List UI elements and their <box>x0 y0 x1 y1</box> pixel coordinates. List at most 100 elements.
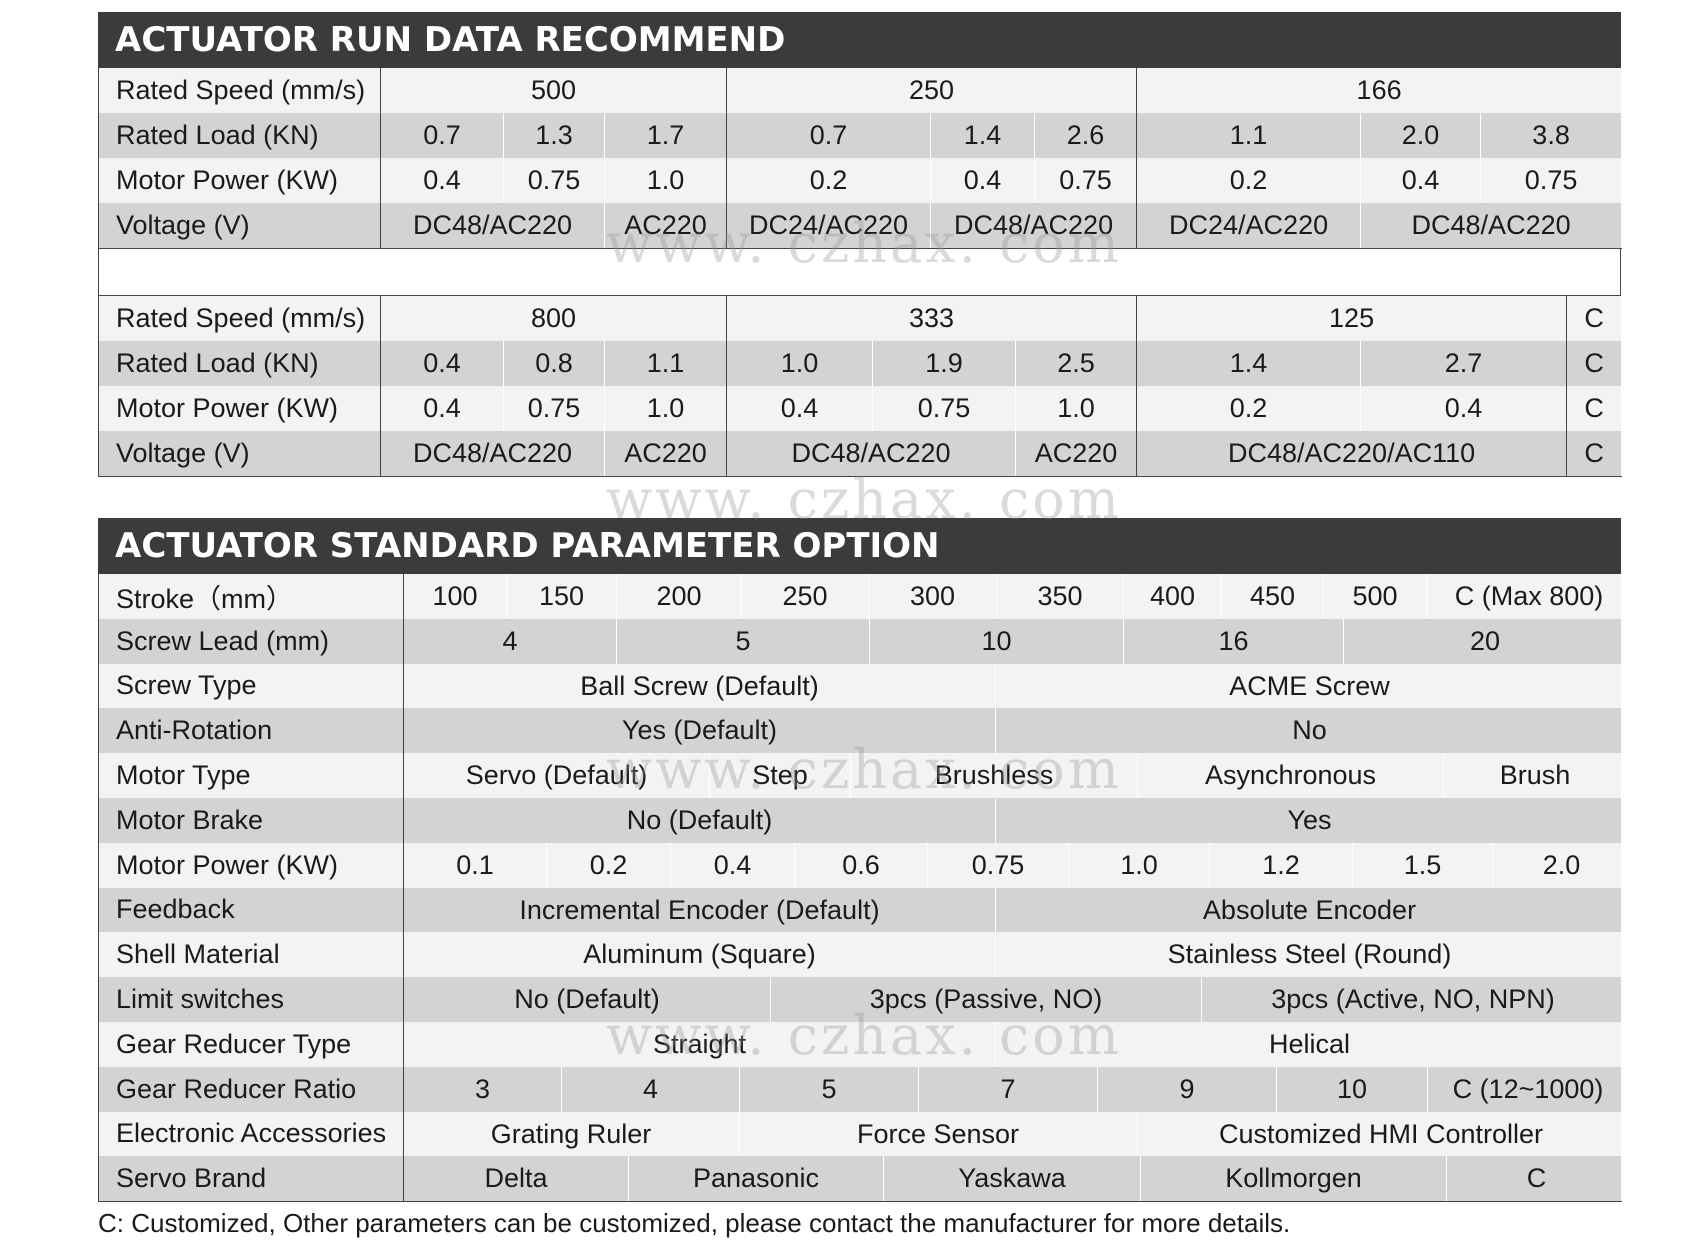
value-cell: Grating Ruler <box>404 1111 739 1157</box>
value-group: Incremental Encoder (Default) Absolute En… <box>403 887 1622 933</box>
value-group: Aluminum (Square) Stainless Steel (Round) <box>403 932 1622 978</box>
row-label: Servo Brand <box>98 1156 404 1203</box>
value-cell: 16 <box>1124 618 1344 664</box>
load-cell: C <box>1566 341 1623 386</box>
footnote: C: Customized, Other parameters can be c… <box>98 1208 1291 1238</box>
value-cell: 0.4 <box>671 842 795 888</box>
power-cell: 0.75 <box>1480 158 1623 203</box>
voltage-cell: AC220 <box>604 431 728 477</box>
value-group: Ball Screw (Default) ACME Screw <box>403 663 1622 709</box>
value-cell: Step <box>710 753 851 798</box>
voltage-cell: DC24/AC220 <box>726 203 932 249</box>
table-row: Motor Type Servo (Default) Step Brushless As… <box>98 753 1622 798</box>
run-data-table-1: Rated Speed (mm/s) 500 250 166 Rated Loa… <box>98 68 1623 249</box>
value-cell: 3 <box>404 1066 562 1112</box>
value-cell: 350 <box>997 574 1124 619</box>
row-label: Rated Speed (mm/s) <box>98 68 381 113</box>
table-row: Rated Load (KN) 0.4 0.8 1.1 1.0 1.9 2.5 … <box>98 341 1623 386</box>
load-cell: 1.4 <box>930 113 1036 158</box>
load-cell: 1.7 <box>604 113 728 158</box>
table-row: Motor Power (KW) 0.1 0.2 0.4 0.6 0.75 1.0 1.2 1.… <box>98 842 1622 888</box>
row-label: Rated Speed (mm/s) <box>98 296 381 341</box>
value-group: Grating Ruler Force Sensor Customized HMI … <box>403 1111 1622 1157</box>
value-cell: 7 <box>919 1066 1098 1112</box>
value-cell: 10 <box>870 618 1124 664</box>
power-cell: 0.2 <box>726 158 932 203</box>
value-cell: 5 <box>617 618 870 664</box>
value-cell: 2.0 <box>1542 849 1581 880</box>
table-row: Rated Speed (mm/s) 800 333 125 C <box>98 296 1623 341</box>
power-cell: 0.4 <box>1360 386 1568 431</box>
row-label: Gear Reducer Type <box>98 1021 404 1067</box>
row-label: Electronic Accessories <box>98 1111 404 1157</box>
load-cell: 2.5 <box>1015 341 1138 386</box>
table-row: Servo Brand Delta Panasonic Yaskawa Kollmorg… <box>98 1156 1622 1203</box>
value-cell: Force Sensor <box>739 1111 1138 1157</box>
load-cell: 0.7 <box>380 113 504 158</box>
power-cell: 0.75 <box>503 158 605 203</box>
value-group: Straight Helical <box>403 1021 1622 1067</box>
power-cell: 0.4 <box>380 158 504 203</box>
load-cell: 2.6 <box>1034 113 1138 158</box>
value-cell: 1.5 <box>1353 842 1493 888</box>
row-label: Gear Reducer Ratio <box>98 1066 404 1112</box>
value-cell: ACME Screw <box>1229 670 1390 701</box>
load-cell: 1.1 <box>604 341 728 386</box>
table-row: Stroke（mm） 100 150 200 250 300 350 400 450 500 C (… <box>98 574 1622 619</box>
value-cell: Customized HMI Controller <box>1218 1118 1544 1149</box>
value-cell: Yes <box>1287 804 1332 835</box>
power-cell: 0.4 <box>1360 158 1482 203</box>
speed-cell: 166 <box>1136 68 1623 113</box>
voltage-cell: DC48/AC220 <box>930 203 1138 249</box>
value-cell: Delta <box>404 1156 629 1201</box>
value-cell: 1.0 <box>1069 842 1210 888</box>
value-cell: 3pcs (Active, NO, NPN) <box>1271 984 1555 1015</box>
value-cell: No <box>1292 715 1327 746</box>
power-cell: C <box>1566 386 1623 431</box>
table-row: Limit switches No (Default) 3pcs (Passive,… <box>98 977 1622 1022</box>
run-data-section: ACTUATOR RUN DATA RECOMMEND Rated Speed … <box>98 12 1623 477</box>
value-group: Yes (Default) No <box>403 708 1622 754</box>
value-cell: 9 <box>1098 1066 1277 1112</box>
value-cell: Straight <box>404 1021 996 1067</box>
load-cell: 1.4 <box>1136 341 1362 386</box>
value-cell: Panasonic <box>629 1156 884 1201</box>
params-title: ACTUATOR STANDARD PARAMETER OPTION <box>98 518 1621 574</box>
value-cell: Brushless <box>851 753 1138 798</box>
power-cell: 1.0 <box>1015 386 1138 431</box>
value-cell: 10 <box>1277 1066 1428 1112</box>
voltage-cell: AC220 <box>604 203 728 249</box>
params-section: ACTUATOR STANDARD PARAMETER OPTION Strok… <box>98 518 1622 1203</box>
voltage-cell: DC48/AC220/AC110 <box>1136 431 1568 477</box>
table-row: Electronic Accessories Grating Ruler Force… <box>98 1111 1622 1157</box>
value-cell: No (Default) <box>404 977 771 1022</box>
value-cell: Aluminum (Square) <box>404 932 996 978</box>
row-label: Motor Power (KW) <box>98 386 381 431</box>
power-cell: 0.4 <box>380 386 504 431</box>
value-cell: Kollmorgen <box>1141 1156 1447 1201</box>
speed-cell: 500 <box>380 68 728 113</box>
run-data-title: ACTUATOR RUN DATA RECOMMEND <box>98 12 1621 68</box>
table-row: Anti-Rotation Yes (Default) No <box>98 708 1622 754</box>
speed-cell: 800 <box>380 296 728 341</box>
row-label: Motor Type <box>98 753 404 798</box>
power-cell: 1.0 <box>604 386 728 431</box>
value-cell: 4 <box>562 1066 740 1112</box>
value-cell: 500 <box>1324 574 1427 619</box>
row-label: Stroke（mm） <box>98 574 404 619</box>
table-row: Voltage (V) DC48/AC220 AC220 DC48/AC220 … <box>98 431 1623 477</box>
row-label: Shell Material <box>98 932 404 978</box>
row-label: Motor Brake <box>98 797 404 843</box>
value-cell: 20 <box>1469 625 1501 656</box>
voltage-cell: DC48/AC220 <box>380 203 605 249</box>
value-group: No (Default) Yes <box>403 797 1622 843</box>
table-row: Rated Load (KN) 0.7 1.3 1.7 0.7 1.4 2.6 … <box>98 113 1623 158</box>
params-table: Stroke（mm） 100 150 200 250 300 350 400 450 500 C (… <box>98 574 1622 1203</box>
value-cell: 150 <box>507 574 617 619</box>
value-group: 0.1 0.2 0.4 0.6 0.75 1.0 1.2 1.5 2.0 <box>403 842 1622 888</box>
table-row: Screw Lead (mm) 4 5 10 16 20 <box>98 618 1622 664</box>
value-cell: 450 <box>1222 574 1324 619</box>
table-row: Motor Brake No (Default) Yes <box>98 797 1622 843</box>
value-group: 4 5 10 16 20 <box>403 618 1622 664</box>
power-cell: 0.75 <box>872 386 1017 431</box>
